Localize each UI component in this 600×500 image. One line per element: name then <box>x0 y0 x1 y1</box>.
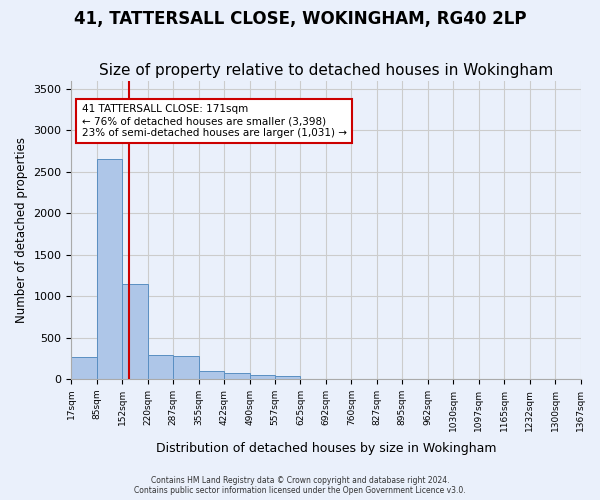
Text: Contains HM Land Registry data © Crown copyright and database right 2024.
Contai: Contains HM Land Registry data © Crown c… <box>134 476 466 495</box>
Bar <box>250 375 275 379</box>
Y-axis label: Number of detached properties: Number of detached properties <box>15 137 28 323</box>
Bar <box>71 356 97 379</box>
Bar <box>173 356 199 379</box>
Title: Size of property relative to detached houses in Wokingham: Size of property relative to detached ho… <box>99 63 553 78</box>
Bar <box>275 376 301 379</box>
Bar <box>224 373 250 379</box>
Bar <box>97 160 122 379</box>
Text: 41, TATTERSALL CLOSE, WOKINGHAM, RG40 2LP: 41, TATTERSALL CLOSE, WOKINGHAM, RG40 2L… <box>74 10 526 28</box>
Text: 41 TATTERSALL CLOSE: 171sqm
← 76% of detached houses are smaller (3,398)
23% of : 41 TATTERSALL CLOSE: 171sqm ← 76% of det… <box>82 104 347 138</box>
Bar <box>199 371 224 379</box>
Bar <box>148 356 173 379</box>
Bar <box>122 284 148 379</box>
X-axis label: Distribution of detached houses by size in Wokingham: Distribution of detached houses by size … <box>156 442 496 455</box>
